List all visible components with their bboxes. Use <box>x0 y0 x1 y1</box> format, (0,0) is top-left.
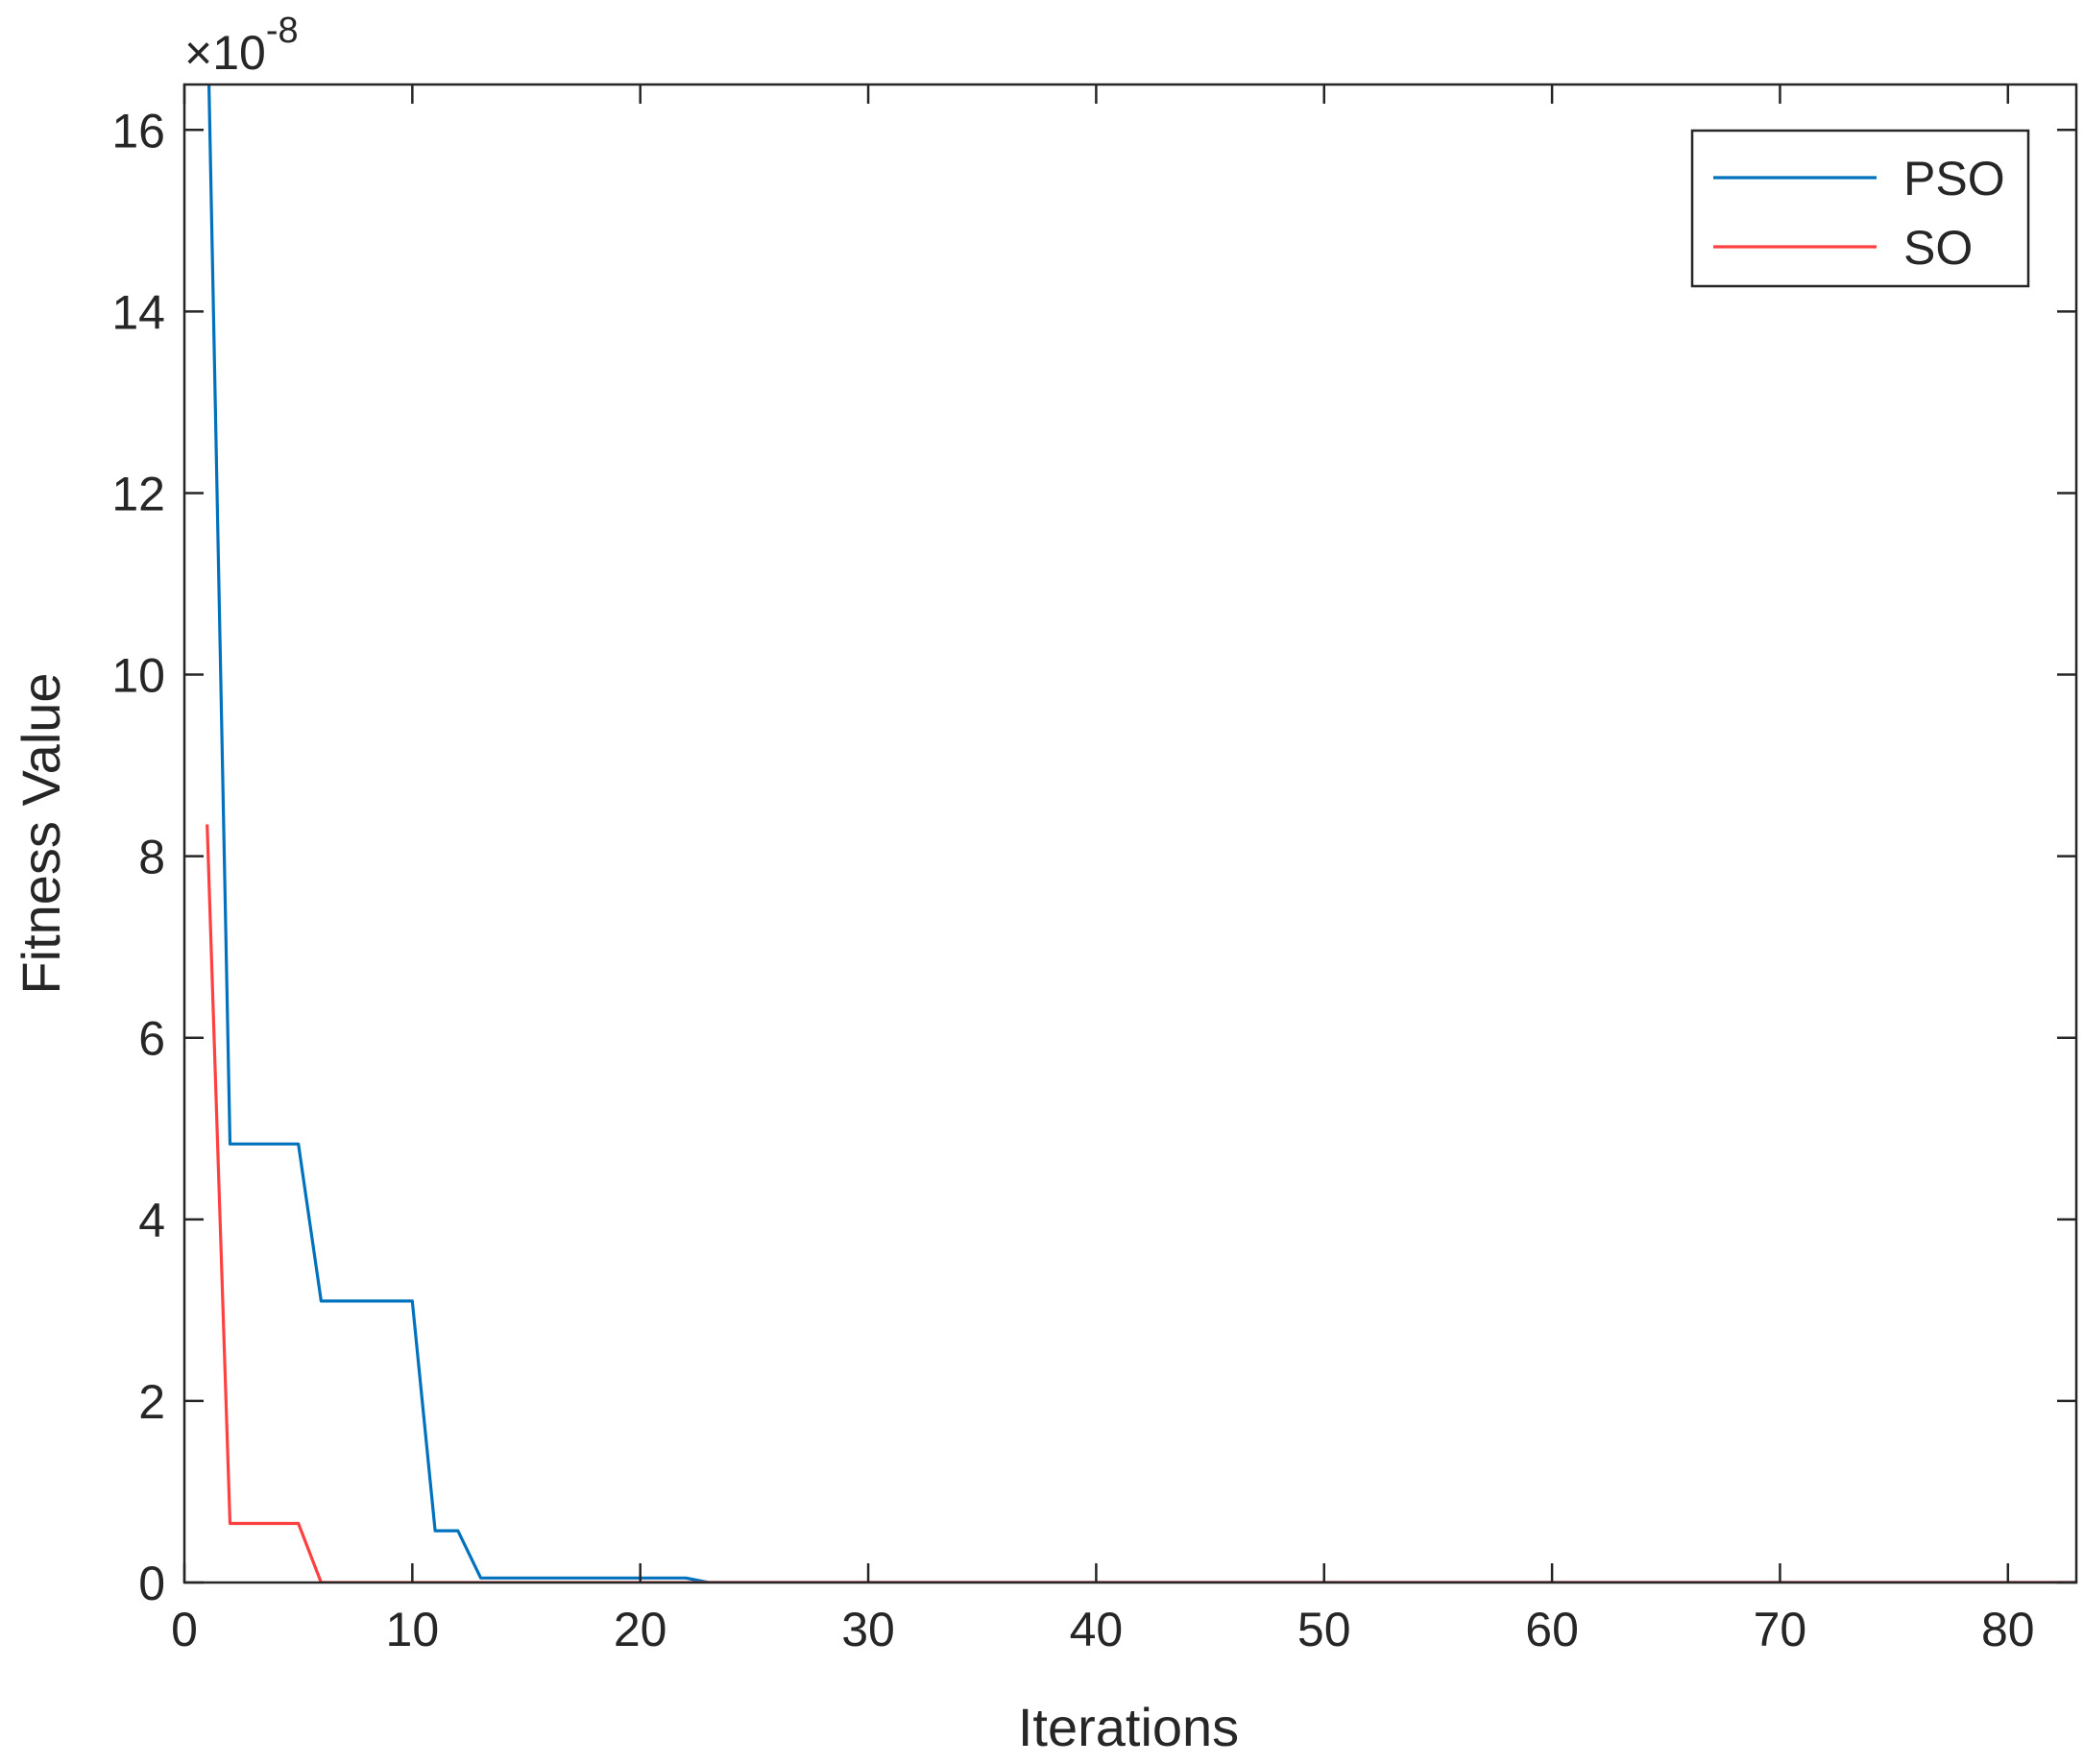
y-tick-label: 2 <box>138 1375 165 1429</box>
axes-box <box>182 83 2078 1584</box>
x-tick-label: 30 <box>841 1603 895 1656</box>
y-axis-label: Fitness Value <box>11 672 71 994</box>
axes-layer: 0 10 20 30 40 50 60 70 80 0 2 4 6 8 10 12 14 16 <box>111 83 2078 1656</box>
y-exponent-prefix: ×10 <box>184 26 266 80</box>
y-tick-label: 4 <box>138 1194 165 1247</box>
x-tick-label: 80 <box>1981 1603 2035 1656</box>
legend-box <box>1690 129 2030 288</box>
series-line-pso <box>206 85 2076 1583</box>
y-exponent-label: ×10-8 <box>184 11 299 80</box>
x-tick-label: 20 <box>614 1603 667 1656</box>
x-tick-label: 40 <box>1070 1603 1124 1656</box>
series-line-so <box>206 824 2076 1583</box>
x-tick-label: 10 <box>386 1603 440 1656</box>
x-axis-label: Iterations <box>1018 1697 1239 1757</box>
y-tick-label: 8 <box>138 831 165 884</box>
legend-label-so: SO <box>1903 221 1973 275</box>
series-layer <box>206 85 2076 1583</box>
y-tick-label: 10 <box>111 649 165 703</box>
x-tick-label: 60 <box>1525 1603 1579 1656</box>
y-tick-label: 12 <box>111 467 165 520</box>
y-exponent-power: -8 <box>266 11 299 51</box>
legend: PSO SO <box>1690 129 2030 288</box>
legend-label-pso: PSO <box>1903 152 2005 205</box>
y-tick-label: 16 <box>111 104 165 157</box>
x-tick-label: 70 <box>1754 1603 1807 1656</box>
y-tick-label: 14 <box>111 285 165 339</box>
y-tick-label: 6 <box>138 1012 165 1066</box>
y-tick-label: 0 <box>138 1557 165 1610</box>
x-tick-label: 0 <box>171 1603 198 1656</box>
x-tick-label: 50 <box>1297 1603 1351 1656</box>
